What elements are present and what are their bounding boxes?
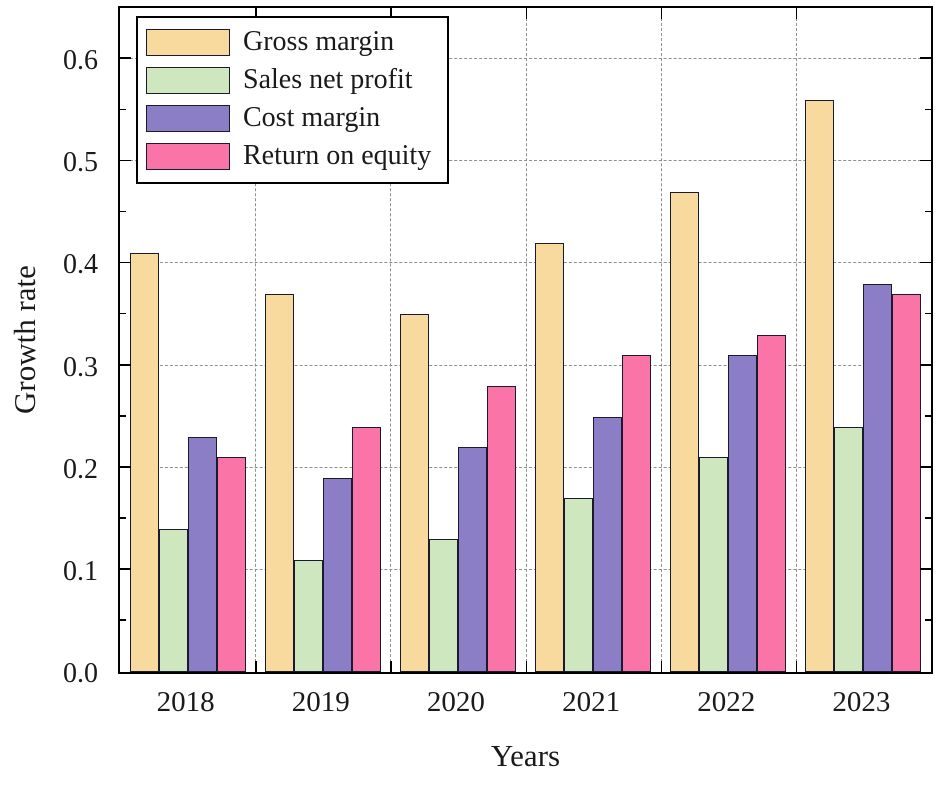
x-major-tick xyxy=(255,8,257,19)
y-minor-tick xyxy=(120,517,126,519)
y-tick-label: 0.0 xyxy=(63,658,98,689)
bar-gross-margin xyxy=(670,191,700,672)
bar-return-on-equity xyxy=(892,294,922,672)
legend-row: Return on equity xyxy=(146,137,431,175)
x-tick-labels: 2018 2019 2020 2021 2022 2023 xyxy=(118,684,933,722)
legend: Gross margin Sales net profit Cost margin R… xyxy=(136,16,450,184)
x-major-tick xyxy=(390,661,392,672)
y-major-tick xyxy=(920,57,931,60)
x-tick-label: 2020 xyxy=(426,686,485,718)
v-gridline xyxy=(660,8,662,672)
bar-sales-net-profit xyxy=(834,426,864,672)
y-major-tick xyxy=(120,159,131,162)
bar-sales-net-profit xyxy=(428,539,458,672)
y-major-tick xyxy=(120,568,131,570)
y-major-tick xyxy=(920,261,931,264)
y-tick-label: 0.6 xyxy=(63,45,98,77)
bar-cost-margin xyxy=(728,355,758,672)
y-tick-label: 0.1 xyxy=(63,555,98,587)
legend-row: Gross margin xyxy=(146,23,431,61)
bar-gross-margin xyxy=(264,294,294,672)
v-gridline xyxy=(795,8,797,672)
v-gridline xyxy=(525,8,527,672)
y-minor-tick xyxy=(120,619,126,621)
legend-label: Cost margin xyxy=(243,102,381,133)
x-tick-label: 2023 xyxy=(832,686,891,718)
legend-row: Sales net profit xyxy=(146,61,431,99)
y-minor-tick xyxy=(120,415,126,417)
legend-swatch xyxy=(146,104,230,132)
x-major-tick xyxy=(390,8,392,19)
y-major-tick xyxy=(920,568,931,570)
legend-swatch xyxy=(146,28,230,56)
bar-cost-margin xyxy=(863,283,893,672)
y-minor-tick xyxy=(120,312,126,315)
legend-label: Return on equity xyxy=(243,140,432,171)
y-major-tick xyxy=(120,466,131,468)
y-minor-tick xyxy=(120,210,126,213)
bar-cost-margin xyxy=(322,477,352,672)
bar-return-on-equity xyxy=(351,426,381,672)
bar-cost-margin xyxy=(187,437,217,672)
legend-label: Sales net profit xyxy=(243,64,413,95)
y-tick-label: 0.2 xyxy=(63,453,98,485)
x-major-tick xyxy=(660,8,663,19)
plot-area: Gross margin Sales net profit Cost margin R… xyxy=(118,6,933,674)
y-minor-tick xyxy=(120,108,126,111)
bar-gross-margin xyxy=(805,99,835,672)
y-minor-tick xyxy=(925,517,931,519)
y-minor-tick xyxy=(925,619,931,621)
bar-cost-margin xyxy=(457,447,487,672)
bar-gross-margin xyxy=(129,253,159,672)
bar-return-on-equity xyxy=(757,334,787,672)
y-major-tick xyxy=(920,363,931,366)
x-tick-label: 2022 xyxy=(697,686,756,718)
bar-sales-net-profit xyxy=(564,498,594,672)
y-tick-label: 0.5 xyxy=(63,147,98,179)
y-major-tick xyxy=(120,57,131,60)
y-major-tick xyxy=(120,363,131,366)
y-major-tick xyxy=(920,159,931,162)
y-minor-tick xyxy=(925,210,931,213)
legend-swatch xyxy=(146,66,230,94)
legend-row: Cost margin xyxy=(146,99,431,137)
x-major-tick xyxy=(660,661,663,672)
y-major-tick xyxy=(920,466,931,468)
x-tick-label: 2018 xyxy=(156,686,215,718)
bar-sales-net-profit xyxy=(699,457,729,672)
y-tick-label: 0.4 xyxy=(63,249,98,281)
x-axis-label: Years xyxy=(490,738,561,773)
x-major-tick xyxy=(525,8,528,19)
bar-gross-margin xyxy=(535,242,565,672)
bar-return-on-equity xyxy=(486,385,516,672)
legend-swatch xyxy=(146,142,230,170)
y-major-tick xyxy=(120,261,131,264)
y-tick-labels: 0.0 0.1 0.2 0.3 0.4 0.5 0.6 xyxy=(0,6,108,688)
bar-sales-net-profit xyxy=(293,559,323,672)
y-tick-label: 0.3 xyxy=(63,351,98,383)
legend-label: Gross margin xyxy=(243,26,395,57)
x-tick-label: 2021 xyxy=(562,686,621,718)
y-minor-tick xyxy=(925,312,931,315)
x-major-tick xyxy=(255,661,257,672)
bar-return-on-equity xyxy=(216,457,246,672)
bar-cost-margin xyxy=(593,416,623,672)
x-major-tick xyxy=(525,661,528,672)
y-minor-tick xyxy=(925,108,931,111)
bar-sales-net-profit xyxy=(158,529,188,672)
y-minor-tick xyxy=(925,415,931,417)
v-gridline xyxy=(255,8,257,672)
bar-gross-margin xyxy=(399,314,429,672)
bar-return-on-equity xyxy=(622,355,652,672)
x-major-tick xyxy=(795,8,798,19)
x-tick-label: 2019 xyxy=(291,686,350,718)
x-major-tick xyxy=(795,661,798,672)
v-gridline xyxy=(390,8,392,672)
